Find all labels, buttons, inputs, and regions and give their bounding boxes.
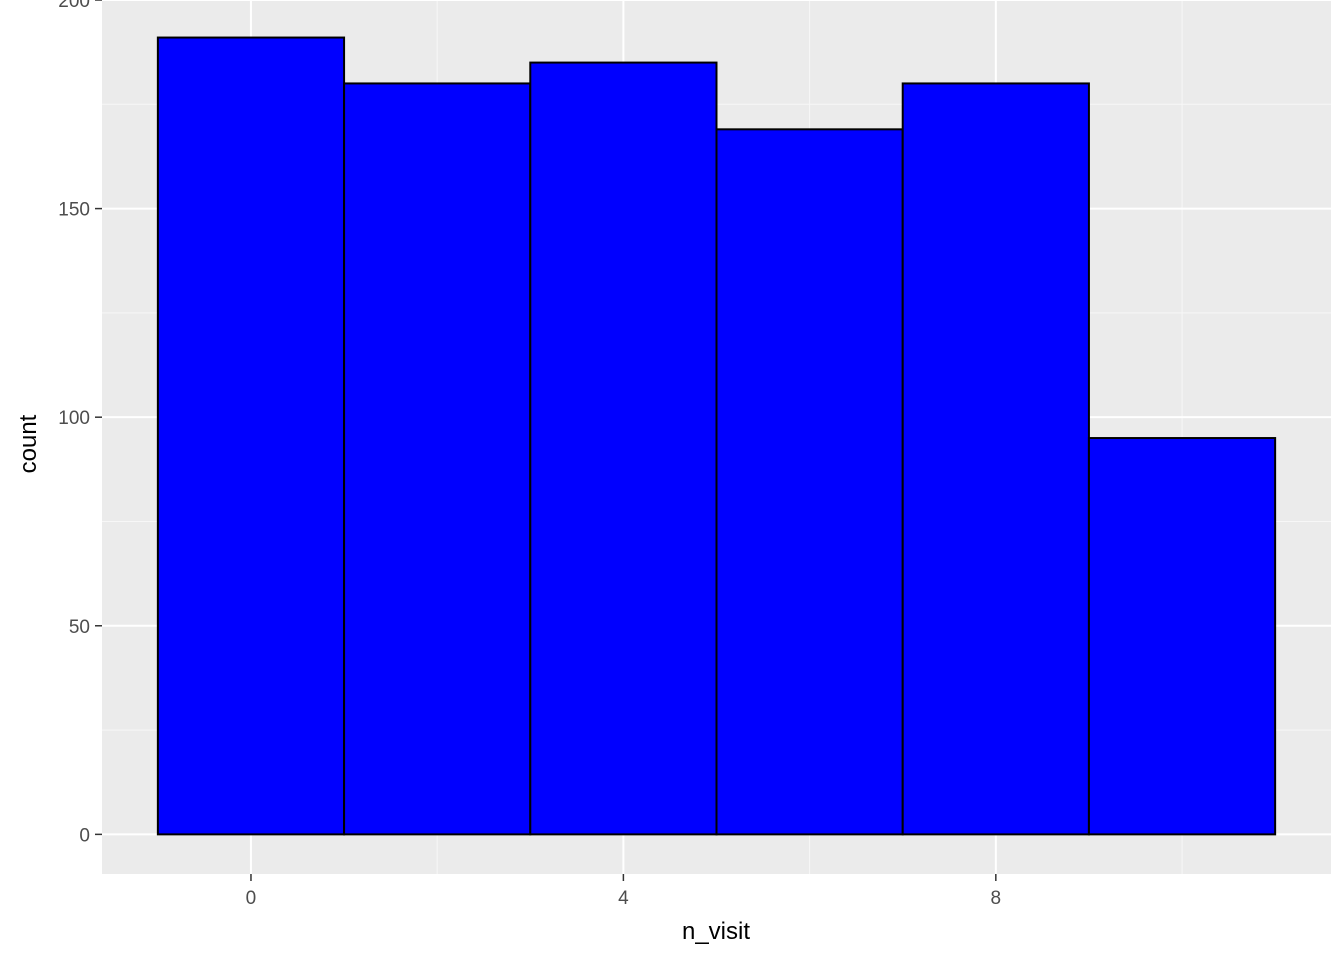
histogram-bar-4: [715, 128, 904, 836]
histogram-bar-6: [1087, 437, 1277, 836]
y-tick-label: 150: [58, 200, 90, 221]
x-tick-label: 8: [991, 888, 1002, 909]
x-axis-title: n_visit: [682, 918, 750, 945]
histogram-bars: [156, 36, 1277, 836]
histogram-bar-1: [156, 36, 346, 836]
x-tick-label: 4: [618, 888, 629, 909]
y-tick-label: 50: [69, 617, 90, 638]
histogram-bar-2: [343, 82, 532, 836]
y-tick-label: 200: [58, 0, 90, 12]
y-tick-label: 100: [58, 408, 90, 429]
x-axis: 0 4 8: [246, 874, 1001, 909]
y-tick-label: 0: [79, 825, 90, 846]
histogram-bar-5: [901, 82, 1090, 836]
histogram-bar-3: [529, 61, 718, 836]
y-axis: 0 50 100 150 200: [58, 0, 102, 846]
y-axis-title: count: [15, 414, 42, 473]
x-tick-label: 0: [246, 888, 257, 909]
